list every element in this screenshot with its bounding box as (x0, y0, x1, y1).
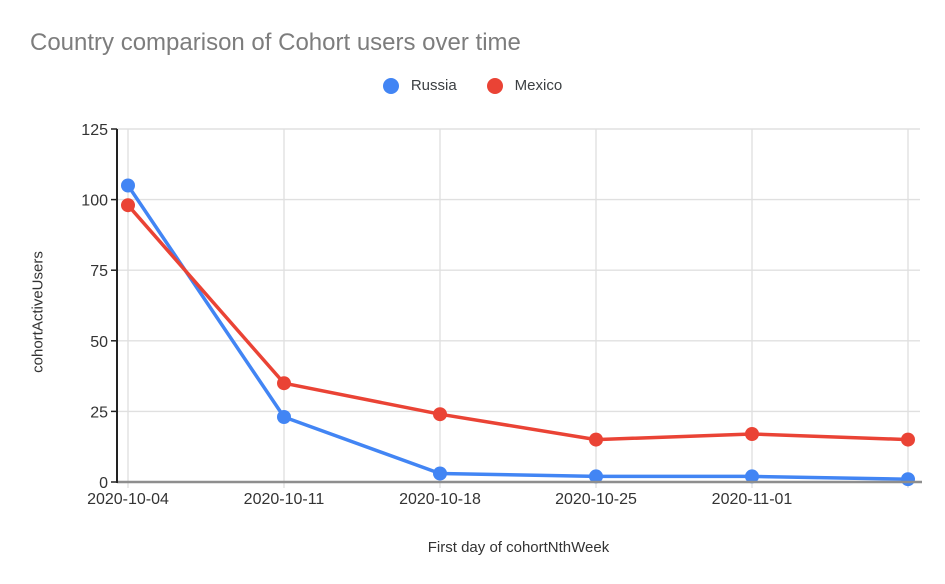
x-tick-label: 2020-10-25 (555, 491, 637, 508)
y-tick-label: 0 (99, 475, 108, 492)
mexico-line (126, 203, 910, 442)
x-tick-label: 2020-11-01 (712, 491, 793, 508)
mexico-point-0[interactable] (121, 198, 135, 213)
legend-item-mexico[interactable]: Mexico (486, 77, 563, 94)
russia-point-1[interactable] (277, 410, 291, 424)
y-tick-label: 25 (90, 404, 108, 421)
russia-point-4[interactable] (745, 469, 759, 484)
legend-label-russia: Russia (410, 77, 457, 94)
legend-item-russia[interactable]: Russia (382, 77, 457, 94)
mexico-point-2[interactable] (433, 407, 447, 422)
mexico-point-5[interactable] (901, 432, 915, 447)
chart-legend: Russia Mexico (0, 77, 945, 94)
y-tick-label: 50 (90, 334, 108, 351)
y-tick-label: 100 (81, 193, 108, 210)
mexico-series-dot-icon (486, 77, 503, 94)
x-axis-title: First day of cohortNthWeek (427, 539, 610, 556)
x-tick-label: 2020-10-18 (399, 491, 481, 508)
x-tick-label: 2020-10-11 (244, 491, 325, 508)
russia-series-dot-icon (382, 77, 399, 94)
mexico-point-4[interactable] (745, 427, 759, 441)
x-tick-label: 2020-10-04 (87, 491, 169, 508)
russia-point-2[interactable] (433, 466, 447, 481)
russia-line (126, 183, 910, 481)
mexico-point-1[interactable] (277, 376, 291, 391)
y-tick-label: 125 (81, 122, 108, 139)
russia-point-0[interactable] (121, 178, 135, 193)
legend-label-mexico: Mexico (514, 77, 563, 94)
chart-title: Country comparison of Cohort users over … (30, 29, 521, 56)
russia-point-5[interactable] (901, 472, 915, 487)
mexico-point-3[interactable] (589, 432, 603, 447)
y-axis-title: cohortActiveUsers (29, 251, 47, 373)
y-tick-label: 75 (90, 263, 108, 280)
russia-point-3[interactable] (589, 469, 603, 484)
